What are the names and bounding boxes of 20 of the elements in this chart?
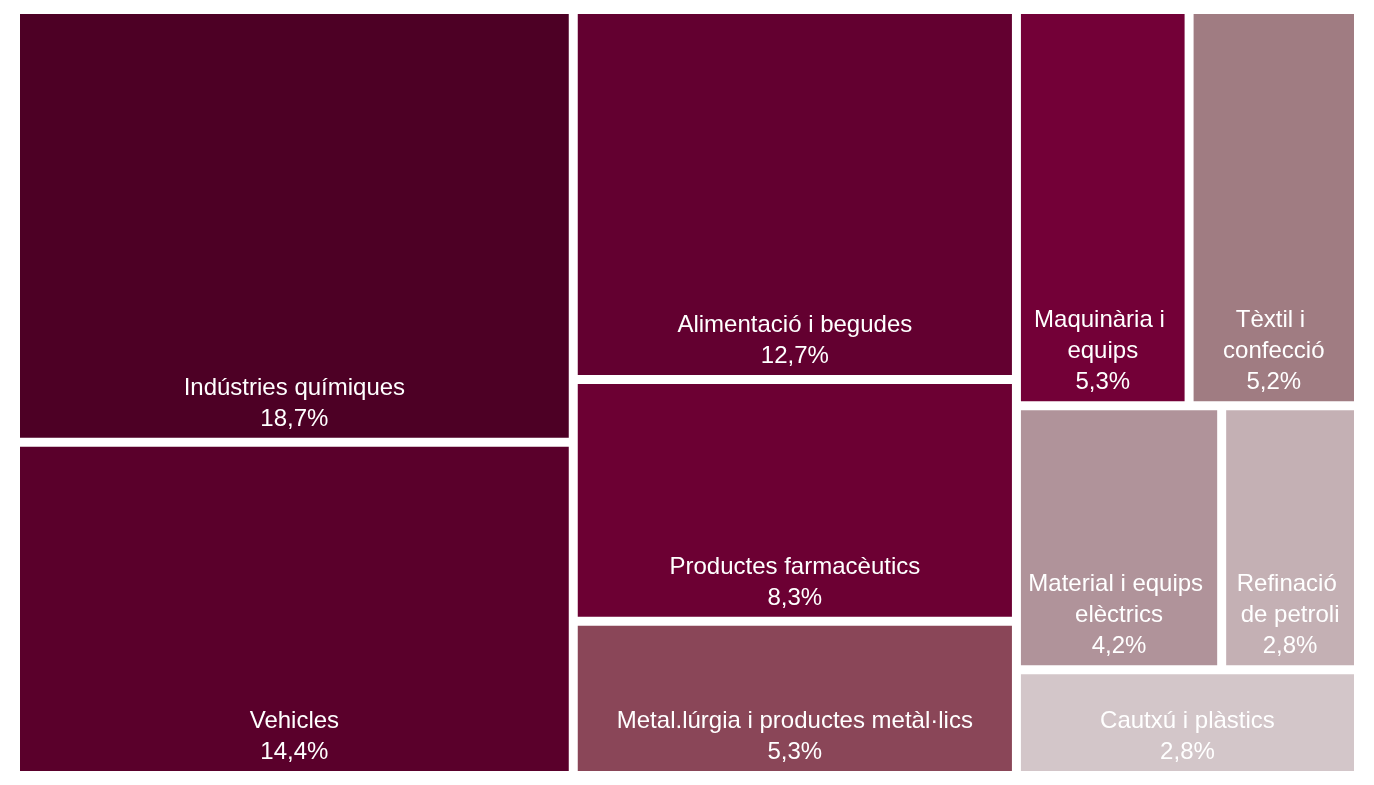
category-label: Indústries químiques (183, 372, 406, 400)
data-label: 8,3% (767, 582, 823, 610)
category-label: Cautxú i plàstics (1100, 706, 1275, 733)
data-label: 5,3% (767, 737, 823, 764)
data-label: 2,8% (1160, 737, 1215, 764)
category-label: Metal.lúrgia i productes metàl·lics (616, 706, 973, 733)
category-label: Alimentació i begudes (677, 309, 913, 337)
category-label: Vehicles (249, 706, 340, 733)
category-label: Productes farmacèutics (669, 551, 921, 579)
data-label: 14,4% (260, 737, 329, 764)
data-label: 12,7% (760, 340, 829, 368)
data-label: 18,7% (260, 403, 329, 431)
category-label: Material i equips elèctrics (1028, 569, 1210, 628)
category-label: Tèxtil i confecció (1223, 305, 1325, 364)
data-label: 4,2% (1091, 631, 1147, 659)
category-label: Refinació de petroli (1236, 569, 1344, 628)
data-label: 2,8% (1262, 631, 1318, 659)
category-label: Maquinària i equips (1034, 305, 1172, 364)
data-label: 5,2% (1246, 367, 1302, 395)
data-label: 5,3% (1075, 367, 1131, 395)
